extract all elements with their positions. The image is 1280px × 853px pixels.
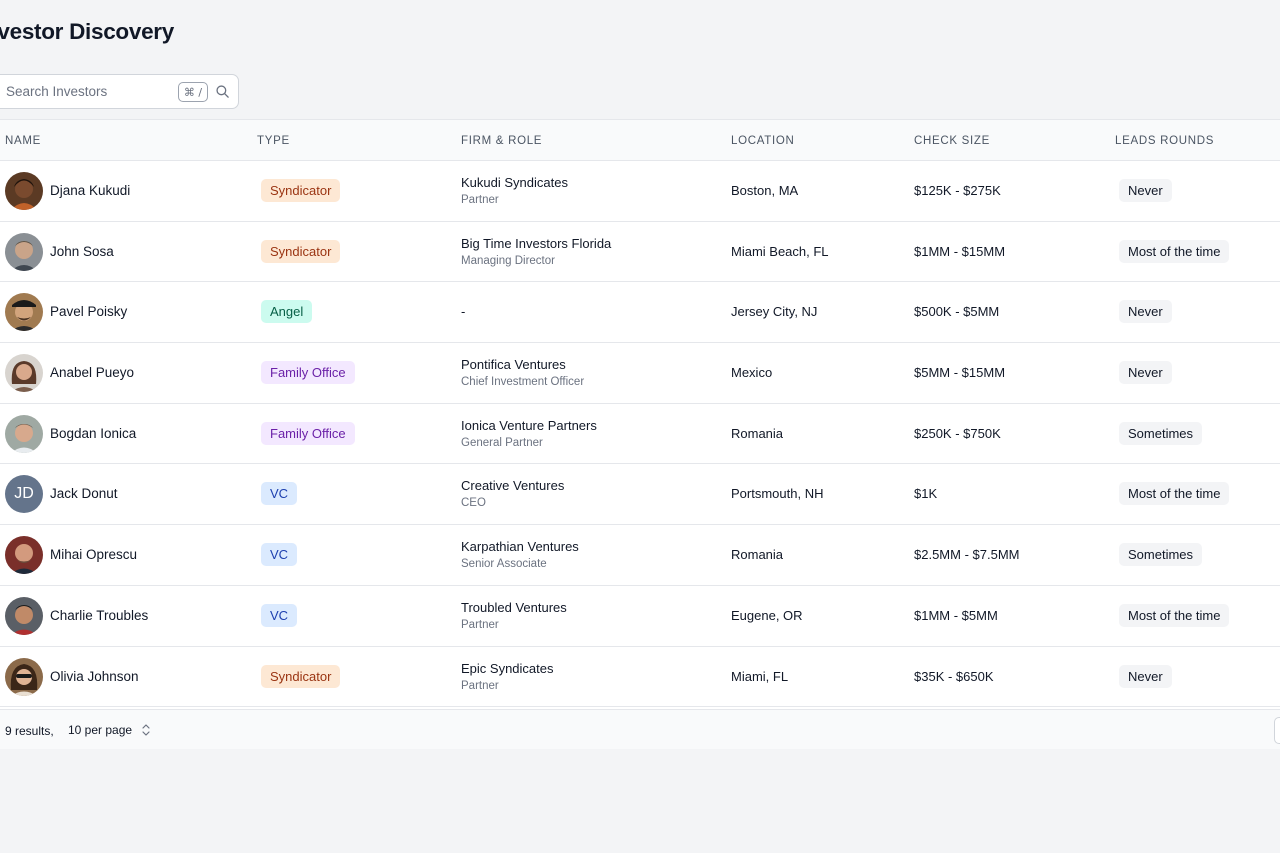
avatar [5,536,43,575]
check-size: $1MM - $5MM [914,607,998,623]
avatar [5,596,43,635]
investor-name[interactable]: Pavel Poisky [50,304,128,320]
location: Miami Beach, FL [731,243,829,259]
avatar [5,293,43,332]
avatar [5,232,43,271]
investors-table: Name Type Firm & Role Location Check Siz… [0,119,1280,749]
type-badge: Family Office [261,361,355,385]
pagination-button[interactable] [1274,717,1280,744]
column-header-type[interactable]: Type [257,135,290,147]
role-label: General Partner [461,436,543,449]
keyboard-shortcut-hint: ⌘ / [178,82,208,102]
type-badge: Syndicator [261,239,341,263]
role-label: Senior Associate [461,558,547,571]
results-count: 9 results, [5,724,54,738]
column-header-name[interactable]: Name [5,135,42,147]
investor-name[interactable]: Olivia Johnson [50,668,139,684]
leads-rounds-badge: Never [1119,664,1172,688]
table-row[interactable]: Djana Kukudi Syndicator Kukudi Syndicate… [0,161,1280,222]
table-row[interactable]: Anabel Pueyo Family Office Pontifica Ven… [0,343,1280,404]
check-size: $250K - $750K [914,425,1001,441]
avatar [5,414,43,453]
investor-name[interactable]: Bogdan Ionica [50,425,137,441]
check-size: $500K - $5MM [914,304,1000,320]
firm-name: Epic Syndicates [461,660,554,676]
check-size: $2.5MM - $7.5MM [914,547,1020,563]
search-input[interactable] [0,75,166,108]
table-row[interactable]: Pavel Poisky Angel - Jersey City, NJ $50… [0,282,1280,344]
investor-name[interactable]: Anabel Pueyo [50,365,135,381]
avatar [5,354,43,393]
firm-name: Big Time Investors Florida [461,235,612,251]
location: Portsmouth, NH [731,486,824,502]
type-badge: VC [261,543,298,567]
leads-rounds-badge: Most of the time [1119,482,1230,506]
type-badge: VC [261,603,298,627]
check-size: $125K - $275K [914,183,1001,198]
table-row[interactable]: John Sosa Syndicator Big Time Investors … [0,222,1280,283]
chevron-up-down-icon[interactable] [141,723,151,737]
check-size: $5MM - $15MM [914,365,1006,381]
column-header-location[interactable]: Location [731,135,795,147]
location: Romania [731,425,784,441]
table-header: Name Type Firm & Role Location Check Siz… [0,120,1280,161]
column-header-check-size[interactable]: Check Size [914,135,991,147]
table-row[interactable]: Olivia Johnson Syndicator Epic Syndicate… [0,647,1280,708]
per-page-select[interactable]: 10 per page [68,723,133,737]
avatar [5,657,43,696]
type-badge: VC [261,482,298,506]
location: Romania [731,547,784,563]
type-badge: Syndicator [261,664,341,688]
location: Eugene, OR [731,607,803,623]
role-label: Chief Investment Officer [461,376,585,389]
investor-name[interactable]: Mihai Oprescu [50,547,138,563]
location: Jersey City, NJ [731,304,818,320]
column-header-firm-role[interactable]: Firm & Role [461,135,543,147]
role-label: CEO [461,497,486,510]
table-row[interactable]: JD Jack Donut VC Creative Ventures CEO P… [0,464,1280,526]
leads-rounds-badge: Never [1119,300,1172,324]
leads-rounds-badge: Sometimes [1119,421,1203,445]
investor-name[interactable]: Charlie Troubles [50,607,149,623]
leads-rounds-badge: Sometimes [1119,543,1203,567]
firm-name: Troubled Ventures [461,599,567,615]
firm-name: Kukudi Syndicates [461,175,568,190]
table-footer: 9 results, 10 per page [0,709,1280,749]
table-body: Djana Kukudi Syndicator Kukudi Syndicate… [0,161,1280,708]
check-size: $1MM - $15MM [914,243,1006,259]
investor-name[interactable]: John Sosa [50,243,114,259]
table-row[interactable]: Mihai Oprescu VC Karpathian Ventures Sen… [0,525,1280,586]
investor-name[interactable]: Djana Kukudi [50,183,131,198]
table-row[interactable]: Bogdan Ionica Family Office Ionica Ventu… [0,404,1280,465]
firm-name: Ionica Venture Partners [461,417,597,433]
check-size: $1K [914,486,938,502]
type-badge: Syndicator [261,179,341,202]
location: Miami, FL [731,668,789,684]
role-label: Partner [461,679,499,692]
firm-name: Karpathian Ventures [461,539,579,555]
leads-rounds-badge: Most of the time [1119,603,1230,627]
avatar [5,172,43,210]
search-box[interactable]: ⌘ / [0,74,239,109]
location: Boston, MA [731,183,799,198]
avatar: JD [5,475,43,514]
firm-name: - [461,304,466,320]
location: Mexico [731,365,773,381]
search-icon[interactable] [215,84,230,99]
leads-rounds-badge: Most of the time [1119,239,1230,263]
column-header-leads-rounds[interactable]: Leads Rounds [1115,135,1215,147]
check-size: $35K - $650K [914,668,994,684]
role-label: Managing Director [461,254,555,267]
firm-name: Pontifica Ventures [461,357,566,373]
type-badge: Angel [261,300,313,324]
page-title: Investor Discovery [0,19,174,44]
table-row[interactable]: Charlie Troubles VC Troubled Ventures Pa… [0,586,1280,647]
investor-name[interactable]: Jack Donut [50,486,118,502]
leads-rounds-badge: Never [1119,361,1172,385]
firm-name: Creative Ventures [461,478,565,494]
role-label: Partner [461,194,499,206]
leads-rounds-badge: Never [1119,179,1172,202]
role-label: Partner [461,618,499,631]
type-badge: Family Office [261,421,355,445]
